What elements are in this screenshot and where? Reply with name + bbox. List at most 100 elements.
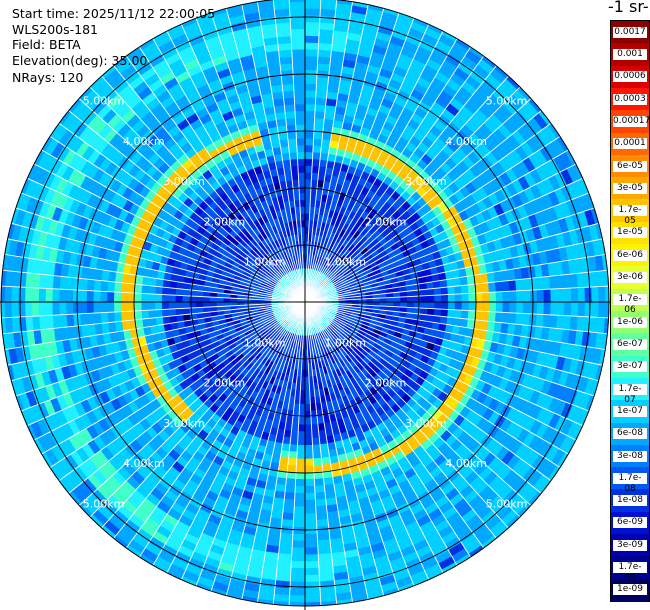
gate-cell <box>438 459 452 472</box>
gate-cell <box>259 585 275 595</box>
gate-cell <box>515 313 524 325</box>
gate-cell <box>407 563 425 577</box>
gate-cell <box>355 354 363 363</box>
gate-cell <box>210 353 220 362</box>
gate-cell <box>105 388 117 402</box>
gate-cell <box>329 311 337 316</box>
gate-cell <box>75 447 90 463</box>
gate-cell <box>224 350 234 359</box>
gate-cell <box>566 404 580 422</box>
gate-cell <box>330 340 338 348</box>
gate-cell <box>477 448 491 463</box>
gate-cell <box>316 76 329 85</box>
gate-cell <box>156 417 169 430</box>
gate-cell <box>321 456 331 466</box>
gate-cell <box>246 318 255 324</box>
gate-cell <box>150 398 162 411</box>
gate-cell <box>1 334 2 352</box>
gate-cell <box>273 413 281 423</box>
gate-cell <box>351 326 360 333</box>
gate-cell <box>158 459 172 472</box>
gate-cell <box>205 490 219 502</box>
gate-cell <box>482 394 494 408</box>
gate-cell <box>240 320 249 327</box>
gate-cell <box>393 302 401 307</box>
gate-cell <box>79 278 88 291</box>
gate-cell <box>67 419 81 436</box>
gate-cell <box>138 406 151 419</box>
gate-cell <box>264 551 279 561</box>
gate-cell <box>397 479 411 491</box>
gate-cell <box>127 400 140 414</box>
gate-cell <box>565 343 576 359</box>
gate-cell <box>213 501 227 513</box>
gate-cell <box>397 439 410 451</box>
gate-cell <box>161 302 169 310</box>
gate-cell <box>31 302 40 317</box>
gate-cell <box>286 471 297 480</box>
gate-cell <box>245 477 258 487</box>
gate-cell <box>308 369 313 377</box>
gate-cell <box>311 430 320 439</box>
gate-cell <box>64 377 76 393</box>
gate-cell <box>212 581 229 593</box>
gate-cell <box>353 373 362 383</box>
gate-cell <box>335 353 343 362</box>
gate-cell <box>286 353 291 362</box>
gate-cell <box>121 404 134 418</box>
gate-cell <box>321 352 327 361</box>
gate-cell <box>295 389 301 398</box>
gate-cell <box>434 519 451 533</box>
gate-cell <box>264 351 272 360</box>
gate-cell <box>182 570 200 583</box>
gate-cell <box>257 325 266 332</box>
gate-cell <box>340 431 350 441</box>
gate-cell <box>284 491 295 500</box>
gate-cell <box>287 402 295 411</box>
gate-cell <box>264 446 274 456</box>
gate-cell <box>374 453 386 465</box>
gate-cell <box>282 83 294 92</box>
gate-cell <box>522 313 531 326</box>
gate-cell <box>385 544 401 556</box>
gate-cell <box>128 514 145 529</box>
gate-cell <box>335 495 348 505</box>
gate-cell <box>351 442 362 452</box>
gate-cell <box>43 399 56 416</box>
gate-cell <box>283 498 295 507</box>
gate-cell <box>271 321 279 328</box>
gate-cell <box>291 561 305 569</box>
gate-cell <box>247 321 256 327</box>
gate-cell <box>120 524 137 540</box>
gate-cell <box>475 379 487 392</box>
gate-cell <box>317 332 322 341</box>
gate-cell <box>430 420 443 433</box>
gate-cell <box>74 401 87 417</box>
gate-cell <box>176 455 189 468</box>
gate-cell <box>286 332 292 340</box>
gate-cell <box>311 165 320 174</box>
gate-cell <box>446 376 458 388</box>
gate-cell <box>449 438 463 452</box>
gate-cell <box>139 418 152 431</box>
gate-cell <box>152 434 166 447</box>
gate-cell <box>61 422 75 439</box>
gate-cell <box>349 367 358 377</box>
gate-cell <box>257 336 265 344</box>
gate-cell <box>438 346 448 356</box>
gate-cell <box>305 83 317 91</box>
gate-cell <box>347 321 355 327</box>
gate-cell <box>218 488 232 500</box>
gate-cell <box>320 450 330 459</box>
gate-cell <box>144 517 160 532</box>
gate-cell <box>322 345 328 353</box>
gate-cell <box>432 544 449 558</box>
gate-cell <box>314 389 320 398</box>
gate-cell <box>434 302 442 310</box>
gate-cell <box>267 412 276 421</box>
gate-cell <box>483 471 498 486</box>
gate-cell <box>177 545 194 558</box>
gate-cell <box>260 316 268 322</box>
gate-cell <box>111 385 123 399</box>
gate-cell <box>597 381 609 400</box>
